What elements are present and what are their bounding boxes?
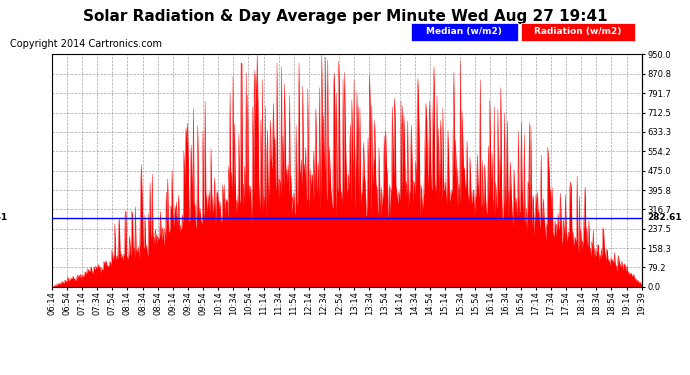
- Text: Copyright 2014 Cartronics.com: Copyright 2014 Cartronics.com: [10, 39, 162, 50]
- Text: Median (w/m2): Median (w/m2): [426, 27, 502, 36]
- Text: Solar Radiation & Day Average per Minute Wed Aug 27 19:41: Solar Radiation & Day Average per Minute…: [83, 9, 607, 24]
- Text: Radiation (w/m2): Radiation (w/m2): [534, 27, 622, 36]
- Text: 282.61: 282.61: [648, 213, 682, 222]
- Text: +282.61: +282.61: [0, 213, 8, 222]
